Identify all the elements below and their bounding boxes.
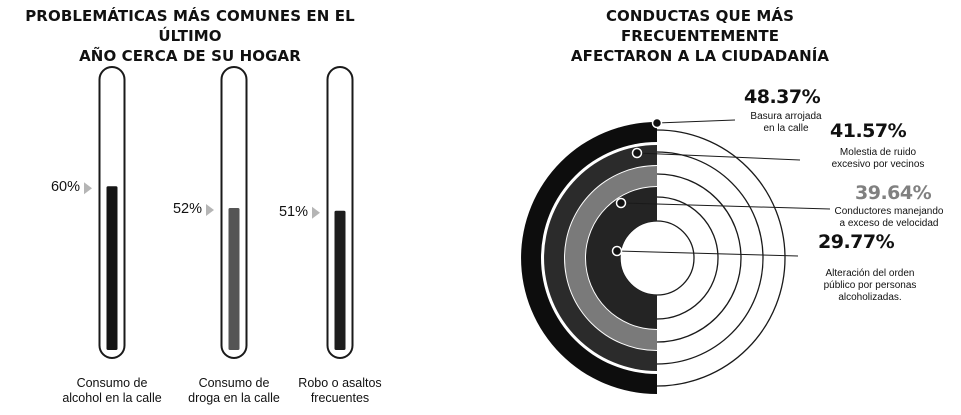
bar-value-label-3: 51%: [278, 203, 308, 220]
bar-3: [334, 210, 346, 350]
leader-dot-1: [651, 117, 663, 129]
leader-line-4: [616, 250, 799, 257]
bar-category-label-1: Consumo de alcohol en la calle: [62, 376, 162, 405]
value-pointer-2: [206, 204, 214, 217]
bar-value-label-2: 52%: [172, 201, 202, 218]
ring-value-label-1: 48.37%: [744, 86, 821, 108]
value-pointer-1: [84, 182, 92, 195]
ring-segment-1: [521, 122, 657, 394]
leader-line-2: [636, 152, 801, 161]
ring-value-label-2: 41.57%: [830, 120, 907, 142]
leader-line-3: [620, 202, 831, 210]
ring-category-label-2: Molestia de ruido excesivo por vecinos: [831, 147, 925, 170]
ring-segment-2: [544, 145, 657, 371]
right-chart-title: CONDUCTAS QUE MÁS FRECUENTEMENTE AFECTAR…: [570, 7, 830, 65]
leader-dot-4: [611, 245, 623, 257]
bar-category-label-3: Robo o asaltos frecuentes: [298, 376, 382, 405]
ring-category-label-3: Conductores manejando a exceso de veloci…: [834, 206, 944, 229]
ring-category-label-4: Alteración del orden público por persona…: [823, 268, 917, 303]
left-chart-title: PROBLEMÁTICAS MÁS COMUNES EN EL ÚLTIMO A…: [25, 7, 355, 65]
ring-outline-inner: [619, 220, 695, 296]
value-pointer-3: [312, 206, 320, 219]
bar-category-label-2: Consumo de droga en la calle: [188, 376, 280, 405]
ring-value-label-4: 29.77%: [818, 231, 895, 253]
ring-category-label-1: Basura arrojada en la calle: [750, 111, 822, 134]
bar-2: [228, 208, 240, 350]
ring-chart: [521, 117, 831, 394]
thermometer-bars: [84, 66, 354, 359]
leader-line-1: [656, 119, 736, 124]
ring-segment-3: [565, 166, 657, 350]
bar-1: [106, 186, 118, 350]
leader-dot-3: [615, 197, 627, 209]
ring-segment-4: [586, 187, 657, 329]
leader-dot-2: [631, 147, 643, 159]
bar-value-label-1: 60%: [50, 179, 80, 196]
ring-value-label-3: 39.64%: [855, 182, 932, 204]
